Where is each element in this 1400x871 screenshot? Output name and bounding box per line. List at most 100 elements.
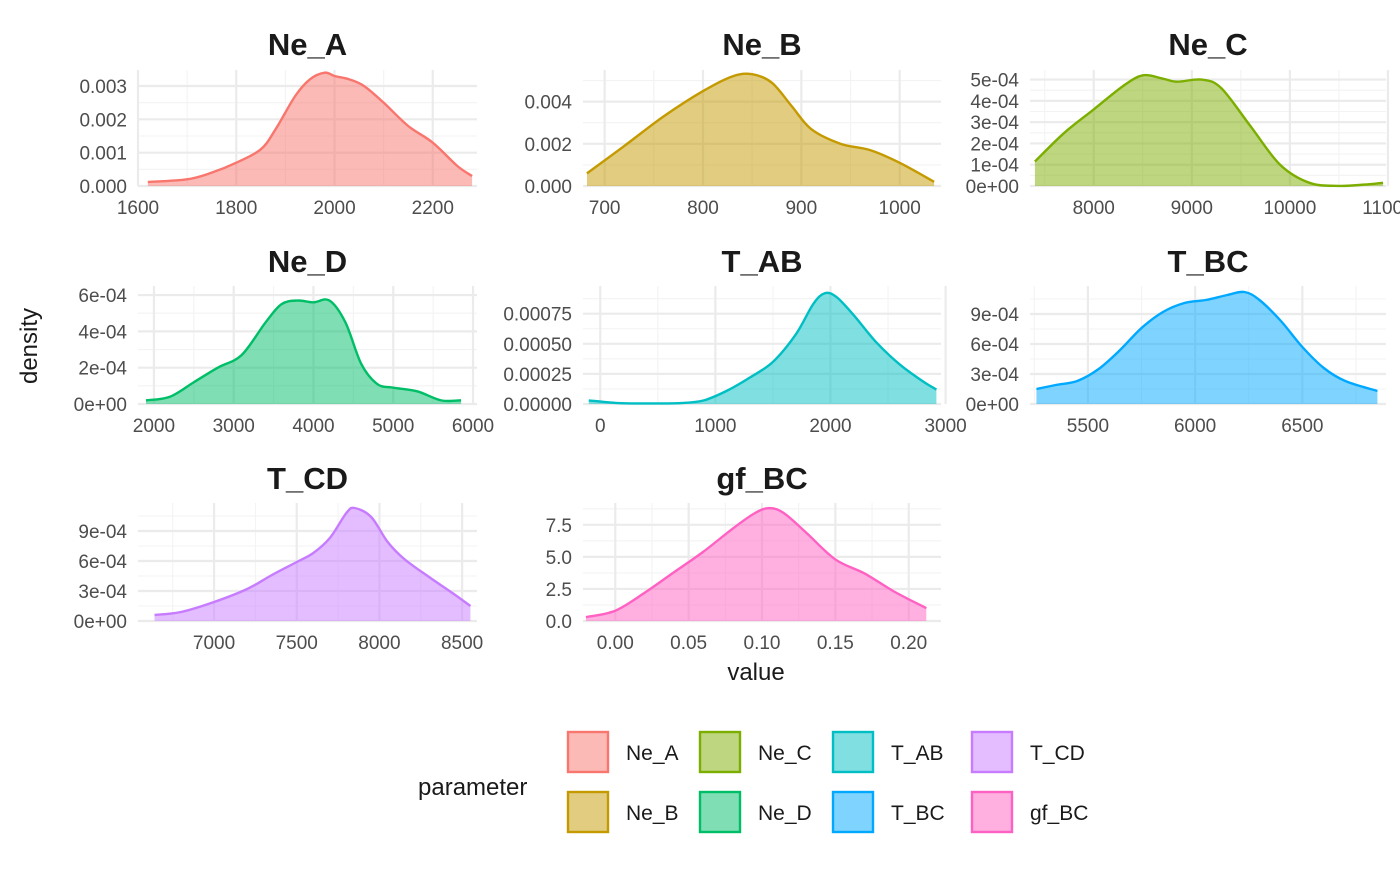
x-tick-label: 0.15 [817, 633, 854, 654]
density-area-ne-c [1034, 75, 1384, 186]
legend-label-t-bc: T_BC [891, 802, 945, 825]
x-tick-label: 1800 [215, 198, 257, 219]
y-tick-label: 0.000 [524, 177, 572, 198]
y-tick-label: 3e-04 [78, 582, 127, 603]
legend-key-ne-d [698, 790, 742, 834]
x-tick-label: 1000 [694, 416, 736, 437]
density-area-ne-a [147, 72, 473, 186]
x-tick-label: 0.20 [890, 633, 927, 654]
x-tick-label: 9000 [1171, 198, 1213, 219]
panel-t-cd: 7000 7500 8000 8500 0e+00 3e-04 6e-04 9e-04 T_CD [74, 461, 484, 654]
x-tick-label: 800 [687, 198, 719, 219]
density-area-gf-bc [585, 508, 927, 621]
x-tick-label: 700 [589, 198, 621, 219]
panel-ne-b: 700 800 900 1000 0.000 0.002 0.004 Ne_B [524, 27, 941, 219]
y-tick-label: 0.00075 [503, 305, 572, 326]
x-tick-label: 4000 [292, 416, 334, 437]
legend-item-ne-c: Ne_C [698, 730, 812, 774]
x-tick-label: 2000 [809, 416, 851, 437]
panel-title-gf-bc: gf_BC [716, 461, 807, 496]
panel-title-t-cd: T_CD [267, 461, 348, 496]
y-tick-label: 0.00050 [503, 335, 572, 356]
x-tick-label: 7500 [276, 633, 318, 654]
x-tick-label: 5000 [372, 416, 414, 437]
legend-key-ne-b [566, 790, 610, 834]
y-axis-title: density [16, 308, 43, 384]
y-tick-label: 0e+00 [966, 177, 1019, 198]
x-tick-label: 2200 [412, 198, 454, 219]
y-tick-label: 0.002 [79, 110, 127, 131]
y-tick-label: 2e-04 [970, 134, 1019, 155]
panels-layer: 1600 1800 2000 22000.0000.0010.0020.003Ne_A… [74, 27, 1400, 654]
density-area-ne-d [145, 299, 462, 404]
density-line-t-bc [1036, 290, 1378, 393]
y-tick-label: 4e-04 [970, 92, 1019, 113]
x-tick-label: 10000 [1263, 198, 1316, 219]
legend-key-t-ab [831, 730, 875, 774]
legend-key-ne-a [566, 730, 610, 774]
density-line-ne-b [586, 72, 935, 183]
legend-key-t-bc [831, 790, 875, 834]
legend-item-t-cd: T_CD [970, 730, 1085, 774]
x-tick-label: 900 [785, 198, 817, 219]
legend-label-ne-b: Ne_B [626, 802, 679, 825]
legend-label-gf-bc: gf_BC [1030, 802, 1088, 825]
legend-label-t-cd: T_CD [1030, 742, 1085, 765]
y-tick-label: 0e+00 [74, 395, 127, 416]
x-tick-label: 5500 [1067, 416, 1109, 437]
legend-item-t-bc: T_BC [831, 790, 945, 834]
y-tick-label: 4e-04 [78, 322, 127, 343]
x-tick-label: 0.10 [744, 633, 781, 654]
x-tick-label: 1000 [879, 198, 921, 219]
legend-item-ne-d: Ne_D [698, 790, 812, 834]
panel-title-ne-a: Ne_A [268, 27, 347, 62]
y-tick-label: 5e-04 [970, 71, 1019, 92]
y-tick-label: 5.0 [546, 548, 572, 569]
y-tick-label: 6e-04 [78, 552, 127, 573]
y-tick-label: 7.5 [546, 516, 572, 537]
x-tick-label: 8000 [1073, 198, 1115, 219]
x-tick-label: 3000 [924, 416, 966, 437]
density-line-gf-bc [585, 506, 927, 619]
panel-t-bc: 5500 6000 6500 0e+00 3e-04 6e-04 9e-04 T_BC [966, 244, 1386, 437]
x-tick-label: 7000 [193, 633, 235, 654]
legend-label-ne-d: Ne_D [758, 802, 812, 825]
legend-item-t-ab: T_AB [831, 730, 944, 774]
legend-label-ne-a: Ne_A [626, 742, 679, 765]
y-tick-label: 0.00000 [503, 395, 572, 416]
x-tick-label: 0 [595, 416, 606, 437]
panel-title-ne-d: Ne_D [268, 244, 347, 279]
panel-title-ne-b: Ne_B [722, 27, 801, 62]
panel-ne-d: 2000 3000 4000 5000 6000 0e+00 2e-04 4e-04 6e-04… [74, 244, 495, 437]
x-tick-label: 0.05 [670, 633, 707, 654]
y-tick-label: 0.00025 [503, 365, 572, 386]
x-tick-label: 6000 [1174, 416, 1216, 437]
legend-key-ne-c [698, 730, 742, 774]
density-area-t-bc [1036, 291, 1378, 404]
x-tick-label: 6000 [452, 416, 494, 437]
y-tick-label: 3e-04 [970, 365, 1019, 386]
density-area-t-cd [154, 507, 471, 621]
panel-title-ne-c: Ne_C [1168, 27, 1247, 62]
x-axis-title: value [727, 659, 784, 686]
y-tick-label: 9e-04 [970, 305, 1019, 326]
x-tick-label: 2000 [313, 198, 355, 219]
panel-ne-a: 1600 1800 2000 2200 0.000 0.001 0.002 0.003 Ne_A [79, 27, 477, 219]
x-tick-label: 6500 [1281, 416, 1323, 437]
y-tick-label: 0.003 [79, 77, 127, 98]
y-tick-label: 2.5 [546, 580, 572, 601]
y-tick-label: 0e+00 [966, 395, 1019, 416]
legend-item-gf-bc: gf_BC [970, 790, 1088, 834]
y-tick-label: 3e-04 [970, 113, 1019, 134]
y-tick-label: 1e-04 [970, 156, 1019, 177]
y-tick-label: 0.002 [524, 135, 572, 156]
y-tick-label: 6e-04 [78, 286, 127, 307]
x-tick-label: 1600 [117, 198, 159, 219]
legend-item-ne-a: Ne_A [566, 730, 679, 774]
density-line-ne-d [145, 298, 462, 403]
x-tick-label: 2000 [133, 416, 175, 437]
density-line-ne-c [1034, 73, 1384, 188]
